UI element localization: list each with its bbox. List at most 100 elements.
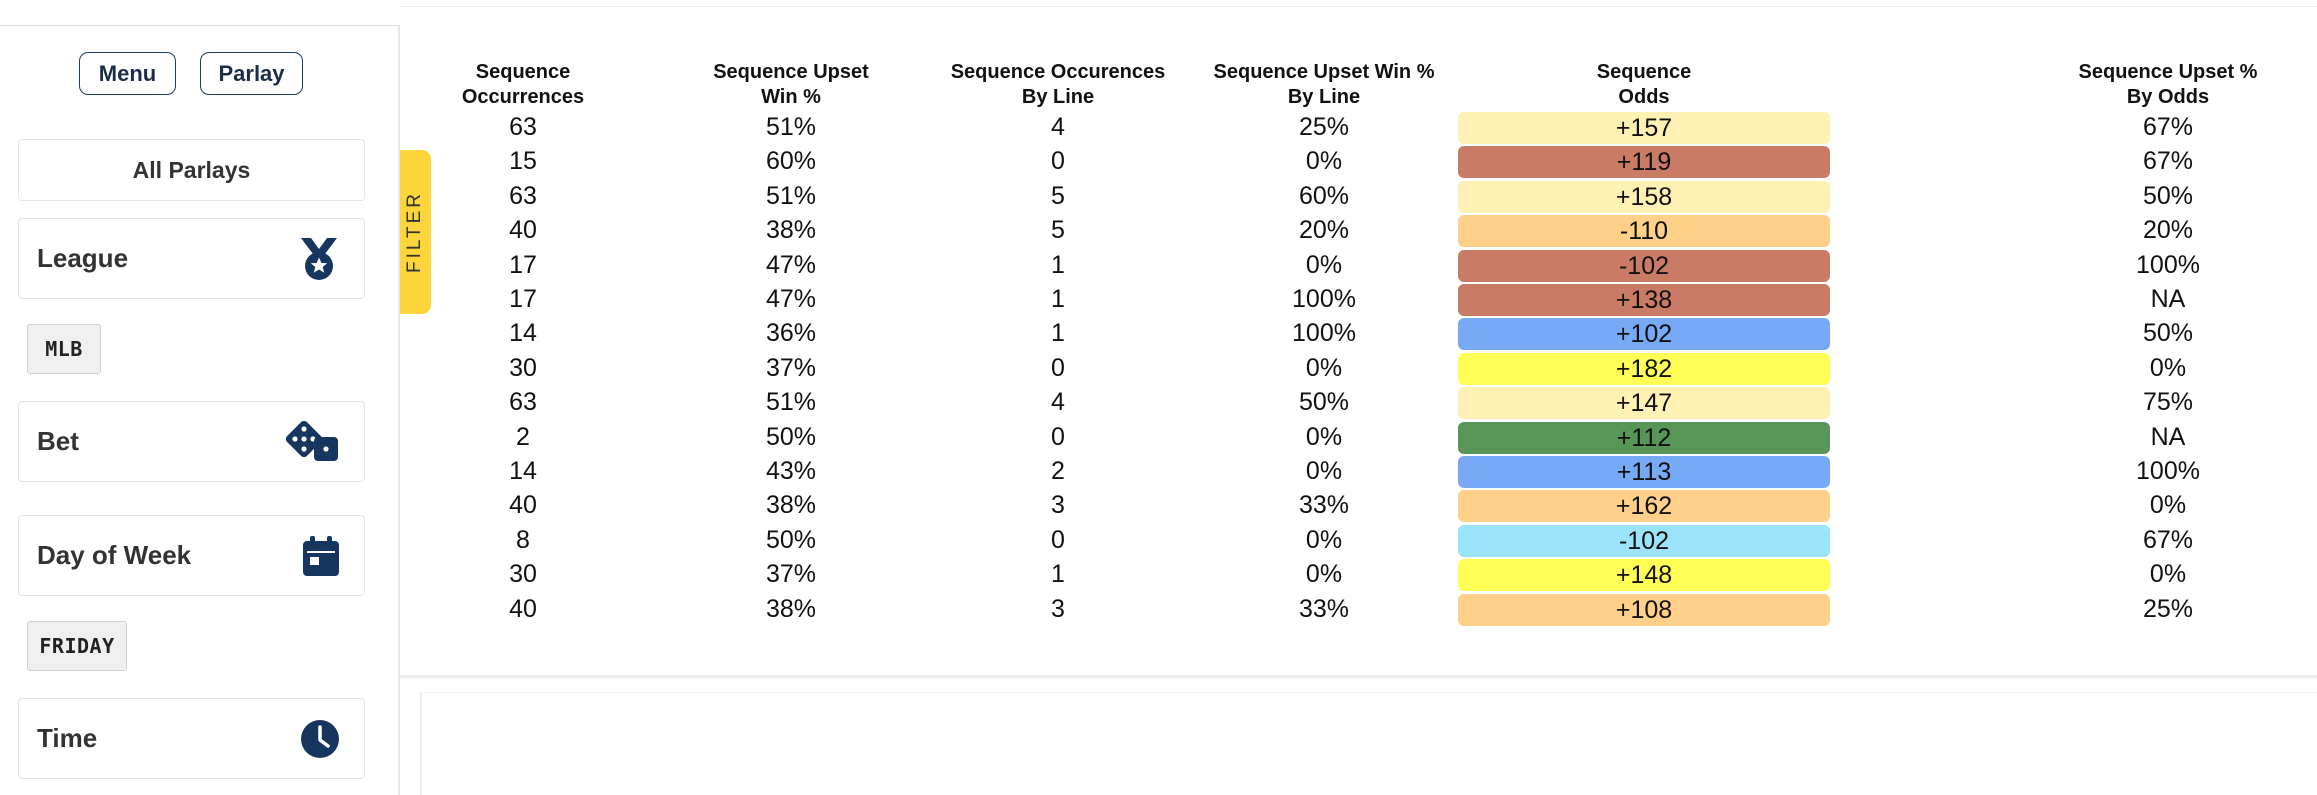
bet-filter[interactable]: Bet (18, 401, 365, 482)
cell-occurrences-by-line: 3 (1051, 594, 1065, 623)
cell-upset-win-by-line: 0% (1305, 250, 1343, 279)
cell-upset-by-odds: 50% (2142, 319, 2194, 348)
cell-occurrences: 17 (509, 250, 537, 279)
table-row: 17 47% 1 0% -102 100% (432, 248, 2317, 282)
cell-upset-by-odds: NA (2150, 422, 2186, 451)
cell-upset-win-by-line: 0% (1305, 147, 1343, 176)
cell-upset-by-odds: 0% (2149, 560, 2187, 589)
league-chip-mlb[interactable]: MLB (27, 324, 101, 374)
cell-upset-win: 36% (765, 319, 817, 348)
sidebar: Menu Parlay All Parlays League MLB Bet (0, 25, 400, 795)
cell-odds: -110 (1458, 215, 1830, 248)
cell-upset-by-odds: 100% (2136, 457, 2200, 485)
cell-upset-by-odds: 67% (2142, 113, 2194, 141)
cell-occurrences-by-line: 1 (1051, 319, 1065, 348)
table-row: 40 38% 5 20% -110 20% (432, 213, 2317, 248)
cell-occurrences-by-line: 1 (1051, 285, 1065, 313)
filter-tab-label: FILTER (404, 190, 426, 274)
cell-occurrences: 14 (509, 457, 537, 485)
medal-icon (298, 236, 340, 282)
cell-occurrences-by-line: 0 (1051, 353, 1065, 382)
cell-upset-by-odds: 67% (2142, 525, 2194, 554)
cell-occurrences-by-line: 5 (1051, 181, 1065, 210)
clock-icon (300, 719, 340, 759)
cell-occurrences: 2 (516, 422, 530, 451)
cell-occurrences-by-line: 0 (1051, 147, 1065, 176)
header-sequence-odds: Sequence Odds (1596, 61, 1692, 108)
cell-occurrences: 40 (509, 491, 537, 520)
menu-button[interactable]: Menu (79, 52, 176, 95)
table-row: 15 60% 0 0% +119 67% (432, 144, 2317, 179)
league-filter[interactable]: League (18, 218, 365, 299)
header-upset-by-odds: Sequence Upset % By Odds (2078, 61, 2258, 108)
cell-upset-win-by-line: 33% (1298, 594, 1350, 623)
filter-tab[interactable]: FILTER (400, 150, 431, 314)
cell-odds: +138 (1458, 284, 1830, 316)
cell-occurrences: 8 (516, 525, 530, 554)
lower-panel (420, 692, 2317, 795)
cell-upset-win-by-line: 100% (1292, 285, 1356, 313)
cell-occurrences-by-line: 1 (1051, 560, 1065, 589)
time-label: Time (37, 723, 98, 753)
cell-occurrences: 17 (509, 285, 537, 313)
calendar-icon (302, 535, 340, 577)
cell-upset-win: 51% (765, 113, 817, 141)
all-parlays-label: All Parlays (132, 156, 251, 183)
cell-upset-win-by-line: 20% (1298, 216, 1350, 245)
cell-upset-win-by-line: 100% (1292, 319, 1356, 348)
cell-upset-by-odds: 25% (2142, 594, 2194, 623)
cell-upset-win: 47% (765, 250, 817, 279)
cell-odds: +119 (1458, 146, 1830, 179)
header-sequence-upset-win: Sequence Upset Win % (713, 61, 869, 108)
cell-occurrences: 40 (509, 216, 537, 245)
parlay-button[interactable]: Parlay (200, 52, 303, 95)
all-parlays-button[interactable]: All Parlays (18, 139, 365, 201)
cell-upset-win: 38% (765, 216, 817, 245)
table-row: 30 37% 0 0% +182 0% (432, 351, 2317, 385)
cell-occurrences-by-line: 5 (1051, 216, 1065, 245)
cell-occurrences: 40 (509, 594, 537, 623)
table-row: 40 38% 3 33% +162 0% (432, 488, 2317, 523)
time-filter[interactable]: Time (18, 698, 365, 779)
cell-occurrences-by-line: 1 (1051, 250, 1065, 279)
cell-upset-win: 47% (765, 285, 817, 313)
cell-occurrences: 30 (509, 560, 537, 589)
table-row: 63 51% 4 25% +157 67% (432, 110, 2317, 144)
cell-odds: +112 (1458, 421, 1830, 454)
cell-occurrences: 15 (509, 147, 537, 176)
day-chip-friday[interactable]: FRIDAY (27, 621, 127, 671)
cell-upset-win-by-line: 0% (1305, 457, 1343, 485)
cell-upset-win: 50% (765, 525, 817, 554)
cell-upset-win: 60% (765, 147, 817, 176)
day-of-week-filter[interactable]: Day of Week (18, 515, 365, 596)
cell-occurrences: 63 (509, 113, 537, 141)
cell-upset-by-odds: 0% (2149, 491, 2187, 520)
cell-odds: +158 (1458, 180, 1830, 213)
cell-occurrences: 30 (509, 353, 537, 382)
cell-upset-win: 37% (765, 353, 817, 382)
cell-upset-by-odds: 0% (2149, 353, 2187, 382)
cell-upset-win-by-line: 0% (1305, 422, 1343, 451)
cell-odds: +113 (1458, 456, 1830, 488)
cell-upset-win: 38% (765, 491, 817, 520)
table-row: 63 51% 4 50% +147 75% (432, 385, 2317, 420)
table-row: 2 50% 0 0% +112 NA (432, 420, 2317, 454)
cell-upset-win-by-line: 0% (1305, 560, 1343, 589)
cell-occurrences: 63 (509, 181, 537, 210)
table-row: 40 38% 3 33% +108 25% (432, 592, 2317, 626)
cell-occurrences: 14 (509, 319, 537, 348)
dice-icon (286, 420, 340, 463)
cell-upset-win-by-line: 0% (1305, 353, 1343, 382)
section-divider (400, 675, 2317, 678)
cell-upset-win: 43% (765, 457, 817, 485)
cell-odds: +102 (1458, 318, 1830, 351)
cell-upset-win: 50% (765, 422, 817, 451)
cell-odds: +108 (1458, 593, 1830, 626)
cell-odds: +157 (1458, 112, 1830, 144)
cell-upset-by-odds: 50% (2142, 181, 2194, 210)
cell-upset-by-odds: 67% (2142, 147, 2194, 176)
sequence-table: Sequence Occurrences Sequence Upset Win % … (432, 0, 2317, 675)
cell-occurrences-by-line: 4 (1051, 388, 1065, 417)
top-divider (400, 6, 2317, 7)
table-row: 8 50% 0 0% -102 67% (432, 523, 2317, 557)
